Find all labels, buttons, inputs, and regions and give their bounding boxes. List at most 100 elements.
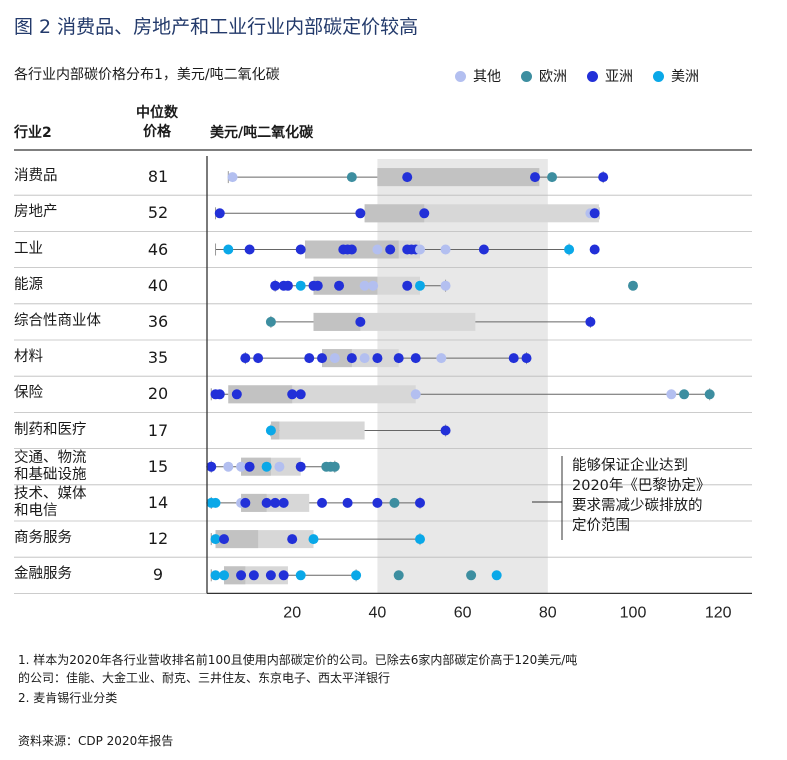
data-point: [295, 570, 306, 581]
data-point: [359, 353, 370, 364]
data-point: [270, 497, 281, 508]
figure-title: 图 2 消费品、房地产和工业行业内部碳定价较高: [14, 16, 419, 38]
legend-dot-icon: [653, 70, 664, 82]
chart-subtitle: 各行业内部碳价格分布1，美元/吨二氧化碳: [14, 67, 280, 83]
data-point: [346, 172, 357, 183]
x-tick-label: 60: [454, 604, 472, 621]
data-point: [402, 172, 413, 183]
data-point: [240, 497, 251, 508]
data-point: [372, 244, 383, 255]
data-point: [402, 280, 413, 291]
data-point: [355, 208, 366, 219]
median-value: 15: [147, 456, 169, 476]
median-value: 17: [147, 420, 169, 440]
data-point: [227, 172, 238, 183]
data-point: [415, 280, 425, 291]
data-point: [287, 534, 298, 545]
data-point: [210, 497, 221, 508]
median-value: 36: [147, 311, 169, 331]
data-point: [359, 280, 370, 291]
median-value: 46: [147, 239, 169, 259]
data-point: [440, 244, 451, 255]
industry-label: 能源: [14, 276, 43, 293]
data-point: [679, 389, 690, 400]
industry-label: 保险: [14, 385, 43, 402]
data-point: [240, 353, 251, 364]
data-point: [372, 353, 383, 364]
data-point: [508, 353, 519, 364]
data-point: [295, 461, 306, 472]
industry-label: 技术、媒体 和电信: [14, 486, 87, 520]
industry-label: 消费品: [14, 168, 58, 185]
data-point: [530, 172, 541, 183]
data-point: [317, 497, 328, 508]
legend-label: 其他: [473, 69, 501, 85]
median-value: 14: [147, 492, 169, 512]
iqr-box-lower: [364, 204, 425, 223]
footnote-1-line-2: 的公司：佳能、大金工业、耐克、三井住友、东京电子、西太平洋银行: [18, 671, 391, 685]
data-point: [282, 280, 293, 291]
median-value: 35: [147, 348, 169, 368]
legend-label: 欧洲: [539, 69, 567, 85]
data-point: [295, 389, 306, 400]
data-point: [270, 280, 281, 291]
data-point: [265, 425, 276, 436]
data-point: [329, 461, 340, 472]
data-point: [295, 244, 306, 255]
data-point: [628, 280, 638, 291]
median-value: 81: [147, 167, 169, 187]
x-tick-label: 80: [539, 604, 557, 621]
data-point: [236, 570, 247, 581]
data-point: [210, 570, 221, 581]
data-point: [436, 353, 447, 364]
data-point: [589, 244, 600, 255]
iqr-box-lower: [377, 168, 540, 187]
data-point: [317, 353, 328, 364]
data-point: [219, 570, 230, 581]
data-point: [244, 461, 255, 472]
data-point: [295, 280, 306, 291]
data-point: [334, 280, 345, 291]
data-point: [393, 353, 404, 364]
data-point: [389, 497, 400, 508]
data-point: [491, 570, 502, 581]
data-point: [589, 208, 600, 219]
data-point: [312, 280, 323, 291]
industry-label: 制药和医疗: [14, 421, 87, 438]
legend-dot-icon: [587, 70, 598, 82]
median-value: 20: [147, 384, 169, 404]
legend-item: 亚洲: [587, 66, 633, 86]
data-point: [278, 570, 289, 581]
x-tick-label: 120: [705, 604, 732, 621]
data-point: [236, 461, 247, 472]
data-point: [219, 534, 230, 545]
data-point: [410, 353, 421, 364]
data-point: [329, 353, 340, 364]
industry-label: 材料: [14, 349, 43, 366]
industry-label-line: 交通、物流: [14, 449, 87, 466]
industry-label-line: 技术、媒体: [14, 485, 87, 502]
data-point: [231, 389, 242, 400]
data-point: [304, 353, 315, 364]
industry-label: 工业: [14, 240, 43, 257]
data-point: [478, 244, 489, 255]
x-tick-label: 100: [620, 604, 647, 621]
data-point: [355, 316, 366, 327]
data-point: [214, 389, 225, 400]
x-tick-label: 20: [283, 604, 301, 621]
data-point: [342, 497, 353, 508]
data-point: [278, 497, 289, 508]
legend: 其他 欧洲 亚洲 美洲: [455, 66, 699, 86]
data-point: [210, 534, 221, 545]
data-point: [440, 425, 451, 436]
industry-label: 商务服务: [14, 530, 72, 547]
industry-label: 房地产: [14, 204, 58, 221]
data-point: [223, 461, 234, 472]
annotation-line-4: 定价范围: [572, 518, 630, 534]
paris-range-annotation: 能够保证企业达到 2020年《巴黎协定》 要求需减少碳排放的 定价范围: [572, 456, 752, 536]
annotation-line-2: 2020年《巴黎协定》: [572, 478, 711, 494]
data-point: [521, 353, 532, 364]
data-point: [248, 570, 259, 581]
data-point: [265, 570, 276, 581]
data-point: [415, 497, 425, 508]
